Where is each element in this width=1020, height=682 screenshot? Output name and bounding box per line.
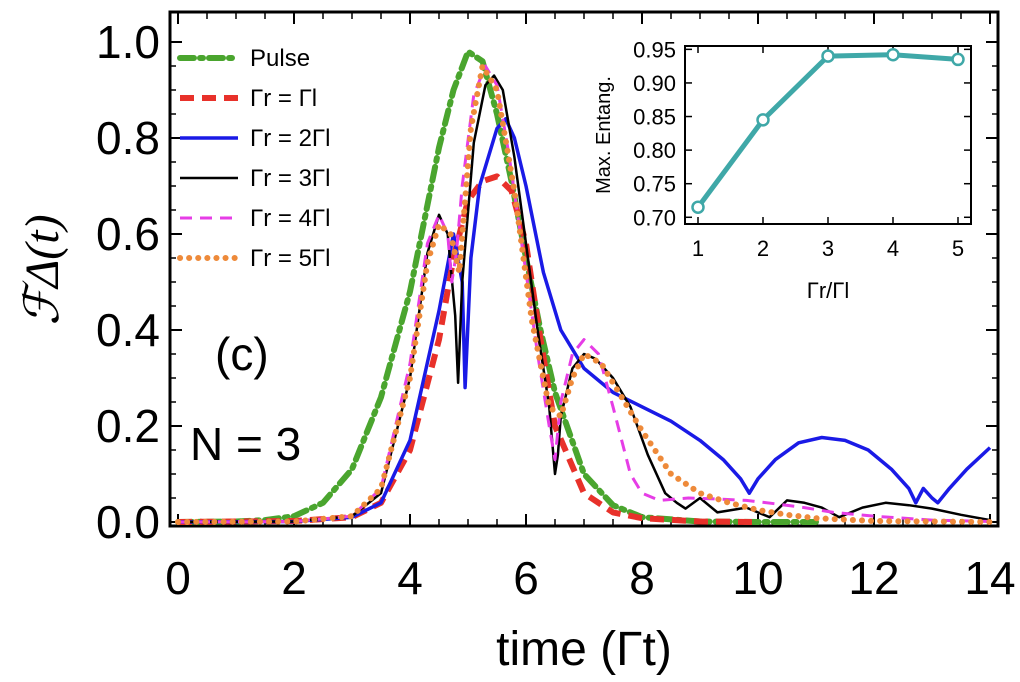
legend-label: Γr = 4Γl (250, 205, 330, 232)
x-tick-label: 4 (397, 552, 423, 604)
legend: Pulse Γr = Γl Γr = 2Γl Γr = 3Γl Γr = 4Γl Γr =… (177, 45, 330, 272)
inset-y-axis-label: Max. Entang. (593, 76, 615, 194)
main-ticks: 0 2 4 6 8 10 12 140.00.20.40.60.81.0 (96, 12, 1016, 604)
inset-x-tick-label: 1 (692, 236, 704, 261)
inset-data-point (821, 49, 835, 63)
legend-label: Pulse (250, 45, 310, 72)
legend-label: Γr = 5Γl (250, 245, 330, 272)
x-tick-label: 2 (281, 552, 307, 604)
x-tick-label: 8 (629, 552, 655, 604)
inset-plot-frame (684, 45, 972, 225)
series-line-4 (177, 64, 991, 524)
inset-data-point (886, 47, 900, 62)
y-tick-label: 1.0 (96, 16, 160, 68)
y-tick-label: 0.2 (96, 400, 160, 452)
inset-data-point (951, 52, 965, 67)
inset-y-tick-label: 0.75 (633, 172, 676, 197)
inset-x-tick-label: 4 (887, 236, 899, 261)
legend-label: Γr = 3Γl (250, 165, 330, 192)
inset-series (691, 47, 965, 214)
x-tick-label: 14 (964, 552, 1015, 604)
inset-data-point (691, 200, 705, 214)
inset-y-tick-label: 0.90 (633, 71, 676, 96)
series-line-0 (175, 48, 819, 525)
inset-y-tick-label: 0.70 (633, 205, 676, 230)
y-tick-label: 0.0 (96, 496, 160, 548)
n-label: N = 3 (190, 418, 301, 470)
inset-x-tick-label: 5 (952, 236, 964, 261)
main-series (175, 48, 993, 525)
x-tick-label: 10 (732, 552, 783, 604)
inset-y-tick-label: 0.95 (633, 37, 676, 62)
panel-label: (c) (215, 328, 269, 380)
inset-x-tick-label: 2 (757, 236, 769, 261)
legend-label: Γr = 2Γl (250, 125, 330, 152)
inset-ticks: 1 2 3 4 5 0.70 0.75 0.80 0.85 0.90 0.95 (633, 37, 971, 261)
inset-x-axis-label: Γr/Γl (807, 278, 850, 303)
y-tick-label: 0.6 (96, 208, 160, 260)
x-axis-label: time (Γt) (496, 623, 672, 676)
x-tick-label: 0 (165, 552, 191, 604)
inset-x-tick-label: 3 (822, 236, 834, 261)
inset-y-tick-label: 0.80 (633, 138, 676, 163)
series-line-5 (175, 63, 993, 525)
x-tick-label: 12 (848, 552, 899, 604)
y-tick-label: 0.8 (96, 112, 160, 164)
legend-label: Γr = Γl (250, 85, 317, 112)
inset-chart: 1 2 3 4 5 0.70 0.75 0.80 0.85 0.90 0.95 Γr/Γl Max.… (593, 37, 972, 303)
inset-y-tick-label: 0.85 (633, 105, 676, 130)
y-tick-label: 0.4 (96, 304, 160, 356)
x-tick-label: 6 (513, 552, 539, 604)
y-axis-label: ℱΔ(t) (16, 214, 69, 325)
inset-data-point (756, 113, 770, 127)
